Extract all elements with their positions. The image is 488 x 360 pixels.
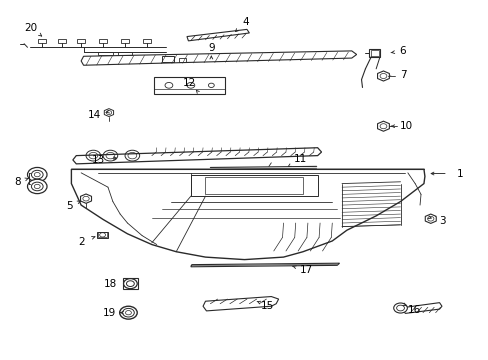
Circle shape [27,179,47,194]
Bar [121,39,129,43]
Text: 17: 17 [300,265,313,275]
Bar [143,39,151,43]
Text: 6: 6 [399,46,406,56]
Text: 3: 3 [438,216,445,226]
Bar [58,39,65,43]
Bar [97,231,108,238]
Circle shape [27,167,47,182]
Text: 9: 9 [207,43,214,53]
Circle shape [393,303,407,313]
Bar [122,278,138,289]
Bar [98,51,113,55]
Text: 20: 20 [24,23,38,33]
Bar [118,51,132,55]
Circle shape [123,279,137,289]
Text: 1: 1 [456,168,463,179]
Bar [161,56,173,62]
Bar [154,77,224,94]
Bar [370,50,378,55]
Text: 2: 2 [78,237,84,247]
Text: 12: 12 [183,78,196,88]
Text: 7: 7 [399,70,406,80]
Text: 4: 4 [242,17,248,27]
Text: 13: 13 [91,154,104,165]
Text: 16: 16 [407,305,420,315]
Text: 8: 8 [15,177,21,187]
Text: 11: 11 [293,154,306,164]
Bar [190,175,317,196]
Text: 5: 5 [66,201,73,211]
Bar [99,39,107,43]
Bar [77,39,85,43]
Bar [368,49,379,57]
Text: 19: 19 [102,308,115,318]
Text: 18: 18 [103,279,117,289]
Text: 10: 10 [399,121,412,131]
Text: 15: 15 [261,301,274,311]
Circle shape [120,306,137,319]
Bar [205,177,303,194]
Text: 14: 14 [87,111,101,121]
Bar [38,39,46,43]
Bar [98,232,107,237]
Bar [178,58,185,62]
